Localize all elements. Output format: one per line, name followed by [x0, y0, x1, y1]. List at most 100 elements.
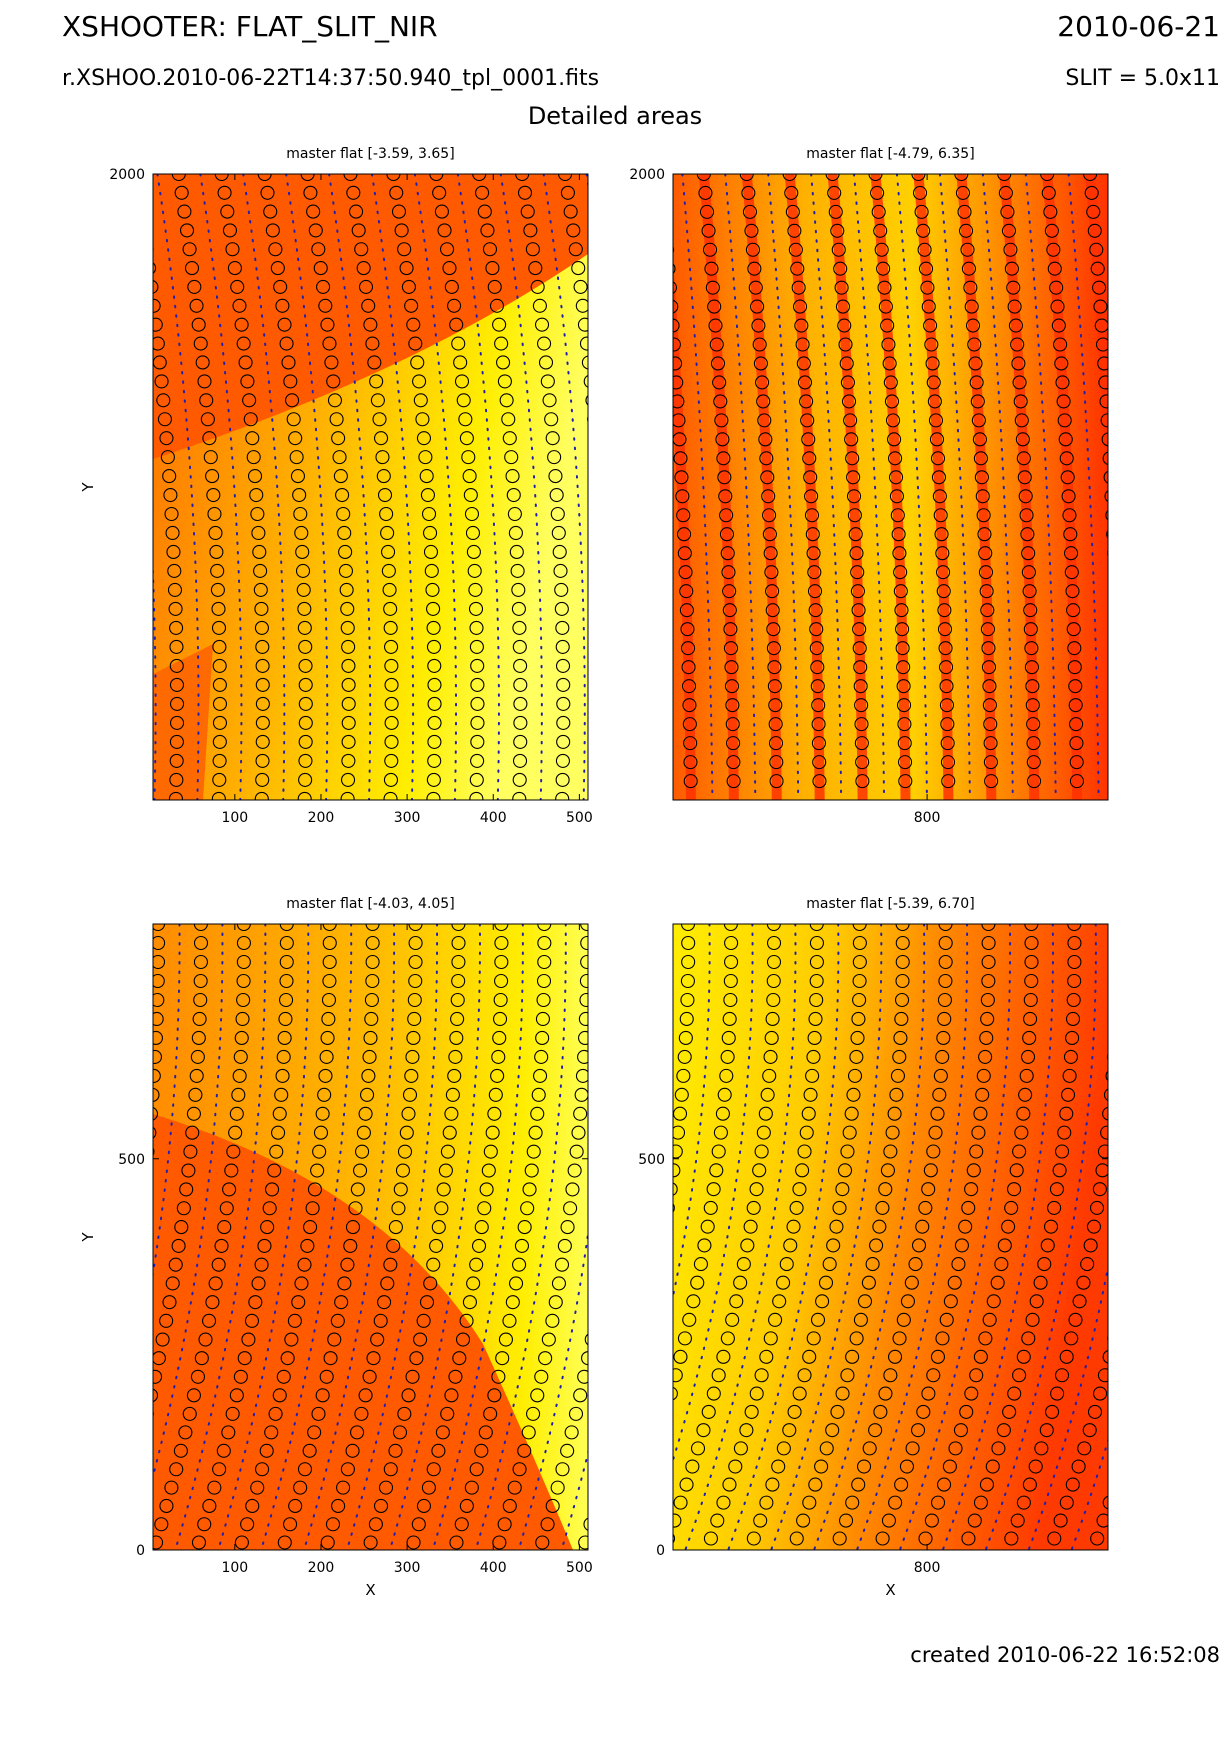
trace-edge-marker — [724, 679, 739, 694]
trace-edge-marker — [978, 565, 994, 580]
trace-edge-marker — [584, 1333, 588, 1346]
trace-edge-marker — [621, 1387, 634, 1400]
trace-edge-marker — [617, 280, 630, 293]
trace-edge-marker — [281, 355, 296, 370]
trace-edge-marker — [195, 355, 210, 370]
trace-edge-marker — [905, 1441, 920, 1456]
trace-edge-marker — [294, 525, 309, 541]
trace-edge-marker — [673, 1125, 686, 1140]
trace-edge-marker — [723, 924, 738, 932]
trace-edge-marker — [285, 393, 300, 408]
trace-edge-marker — [530, 1388, 545, 1403]
trace-edge-marker — [635, 547, 648, 560]
trace-edge-marker — [926, 375, 941, 390]
trace-edge-marker — [1154, 936, 1167, 949]
trace-edge-marker — [833, 261, 848, 276]
trace-edge-marker — [1111, 918, 1124, 931]
trace-edge-marker — [931, 470, 946, 485]
trace-edge-marker — [117, 432, 130, 445]
trace-edge-marker — [102, 1389, 115, 1402]
trace-edge-marker — [109, 1352, 122, 1365]
trace-edge-marker — [384, 639, 399, 654]
trace-edge-marker — [370, 393, 385, 408]
trace-edge-marker — [725, 717, 740, 732]
trace-edge-marker — [225, 242, 240, 257]
trace-edge-marker — [887, 432, 902, 447]
trace-edge-marker — [1004, 261, 1019, 276]
trace-edge-marker — [117, 1314, 130, 1327]
trace-edge-marker — [1049, 280, 1064, 295]
trace-edge-marker — [1069, 717, 1084, 732]
trace-edge-marker — [358, 279, 374, 294]
trace-edge-marker — [847, 508, 862, 523]
trace-center-line — [388, 924, 481, 1550]
trace-edge-marker — [183, 1144, 198, 1159]
trace-edge-marker — [87, 168, 100, 181]
trace-edge-marker — [462, 1295, 477, 1310]
trace-edge-marker — [938, 924, 953, 932]
trace-edge-marker — [1197, 955, 1210, 968]
trace-edge-marker — [125, 564, 138, 577]
trace-edge-marker — [768, 717, 783, 732]
trace-edge-marker — [1152, 585, 1165, 598]
trace-edge-marker — [604, 1221, 617, 1234]
trace-edge-marker — [794, 318, 809, 333]
trace-edge-marker — [1136, 1387, 1149, 1400]
trace-edge-marker — [880, 1163, 895, 1178]
trace-edge-marker — [892, 1331, 907, 1346]
trace-edge-marker — [391, 1201, 406, 1216]
trace-edge-marker — [765, 1011, 780, 1027]
trace-edge-marker — [265, 223, 280, 238]
trace-edge-marker — [581, 1351, 588, 1366]
trace-edge-marker — [941, 774, 956, 789]
trace-edge-marker — [153, 1011, 164, 1027]
trace-edge-marker — [384, 696, 399, 711]
trace-edge-marker — [681, 935, 696, 951]
trace-edge-marker — [981, 973, 996, 989]
trace-edge-marker — [996, 1423, 1011, 1438]
trace-edge-marker — [642, 640, 655, 653]
trace-edge-marker — [440, 242, 455, 257]
trace-edge-marker — [871, 204, 886, 219]
trace-edge-marker — [386, 1238, 401, 1253]
trace-edge-marker — [525, 242, 540, 257]
trace-edge-marker — [889, 489, 904, 504]
trace-edge-marker — [298, 696, 313, 711]
trace-edge-marker — [365, 973, 380, 989]
trace-edge-marker — [1090, 1531, 1105, 1546]
trace-edge-marker — [592, 1296, 605, 1309]
trace-edge-marker — [934, 527, 949, 542]
trace-edge-marker — [114, 394, 127, 407]
trace-edge-marker — [247, 469, 263, 484]
trace-edge-marker — [937, 1011, 952, 1027]
trace-edge-marker — [807, 565, 822, 580]
trace-edge-marker — [233, 1049, 248, 1064]
trace-edge-marker — [609, 1183, 622, 1196]
trace-edge-marker — [953, 1423, 969, 1438]
trace-edge-marker — [622, 1012, 635, 1025]
trace-edge-marker — [607, 1202, 620, 1215]
trace-edge-marker — [1173, 1220, 1186, 1233]
trace-edge-marker — [313, 1125, 329, 1140]
trace-edge-marker — [163, 487, 178, 503]
trace-edge-marker — [850, 1030, 865, 1046]
trace-center-line — [629, 174, 670, 800]
trace-edge-marker — [321, 1011, 336, 1027]
trace-edge-marker — [888, 470, 904, 485]
trace-edge-marker — [885, 413, 901, 428]
trace-edge-marker — [336, 506, 351, 522]
trace-edge-marker — [626, 357, 639, 370]
trace-edge-marker — [153, 1107, 159, 1121]
trace-edge-marker — [236, 973, 251, 989]
trace-edge-marker — [564, 1425, 579, 1440]
trace-edge-marker — [673, 432, 687, 447]
trace-edge-marker — [1139, 338, 1152, 351]
trace-edge-marker — [235, 1011, 250, 1027]
trace-edge-marker — [452, 1351, 467, 1366]
trace-edge-marker — [532, 298, 547, 313]
trace-edge-marker — [297, 1257, 312, 1272]
trace-edge-marker — [423, 544, 439, 560]
trace-edge-marker — [485, 261, 500, 276]
trace-edge-marker — [726, 736, 741, 751]
trace-edge-marker — [555, 639, 570, 654]
